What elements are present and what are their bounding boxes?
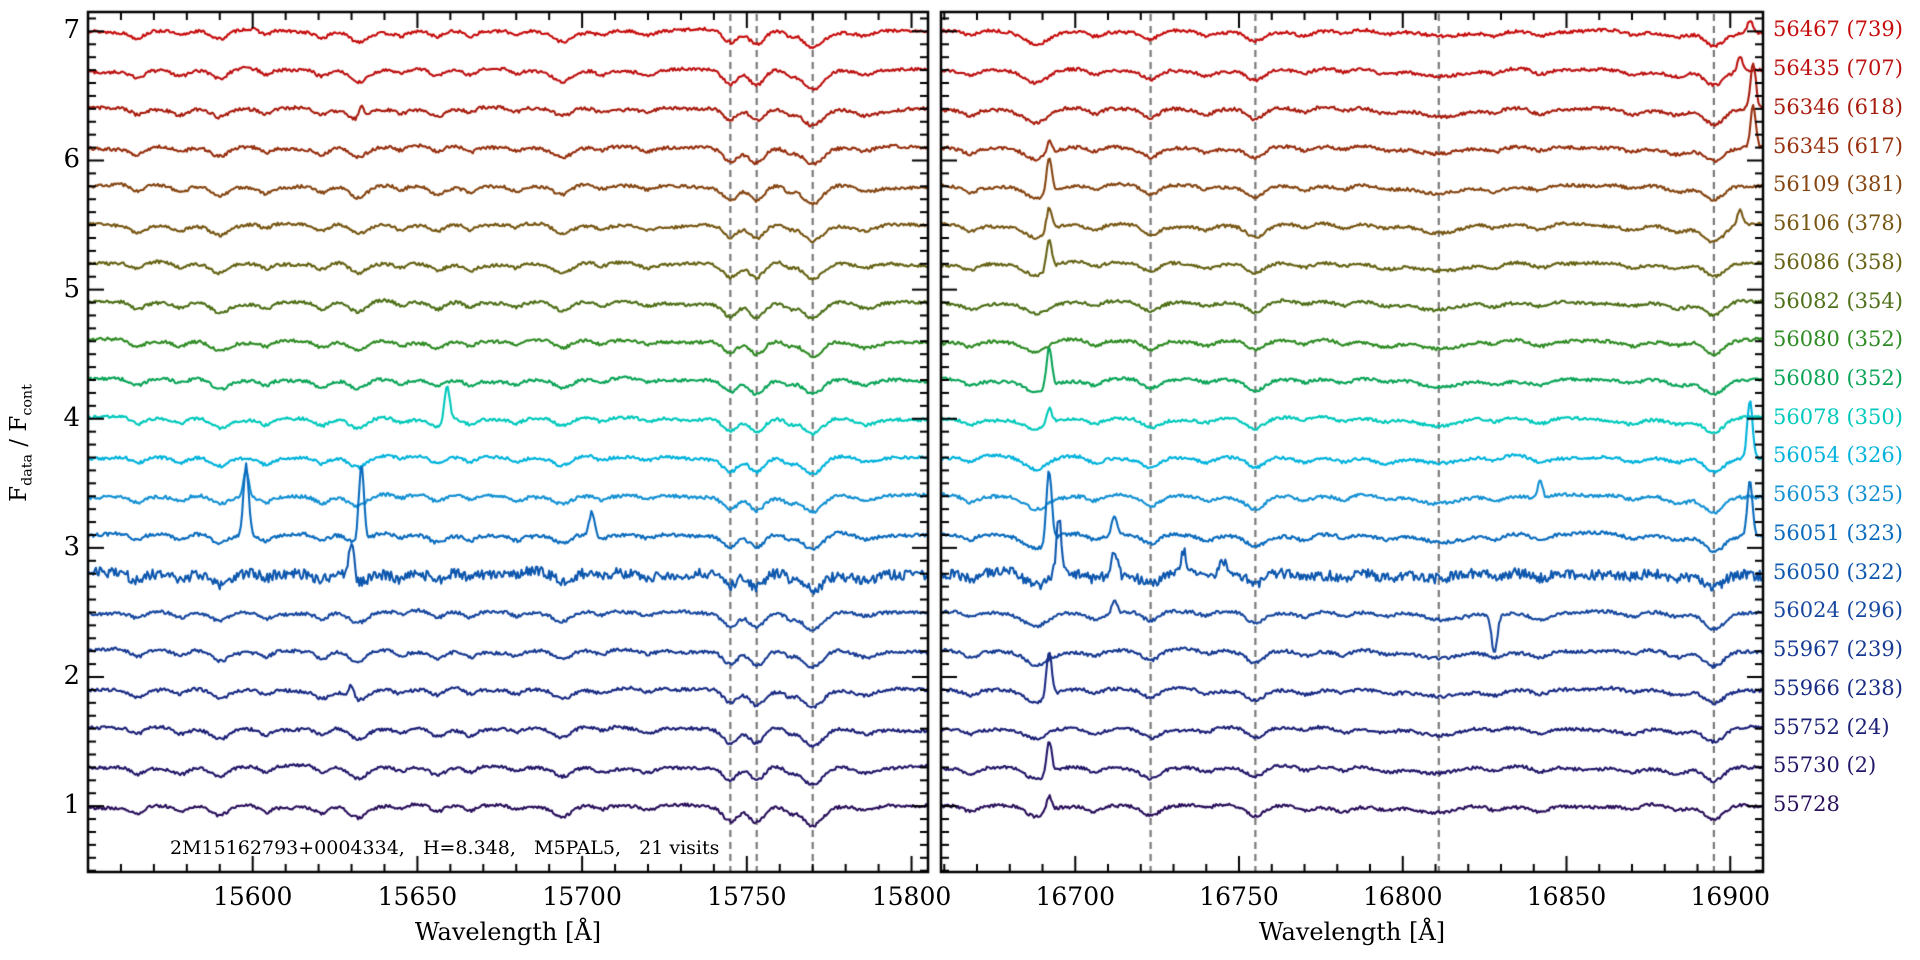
x-axis-title-right-panel: Wavelength [Å] xyxy=(1258,918,1446,946)
y-axis-title-numerator-sub: data xyxy=(19,454,36,486)
y-axis-title-separator: / xyxy=(6,431,32,454)
target-annotation: 2M15162793+0004334, H=8.348, M5PAL5, 21 … xyxy=(170,837,720,859)
y-axis-title-denominator: F xyxy=(6,415,32,432)
x-axis-title-left-panel: Wavelength [Å] xyxy=(414,918,602,946)
y-axis-title: Fdata / Fcont xyxy=(6,338,36,548)
y-axis-title-denominator-sub: cont xyxy=(19,384,36,416)
y-axis-title-numerator: F xyxy=(6,485,32,502)
